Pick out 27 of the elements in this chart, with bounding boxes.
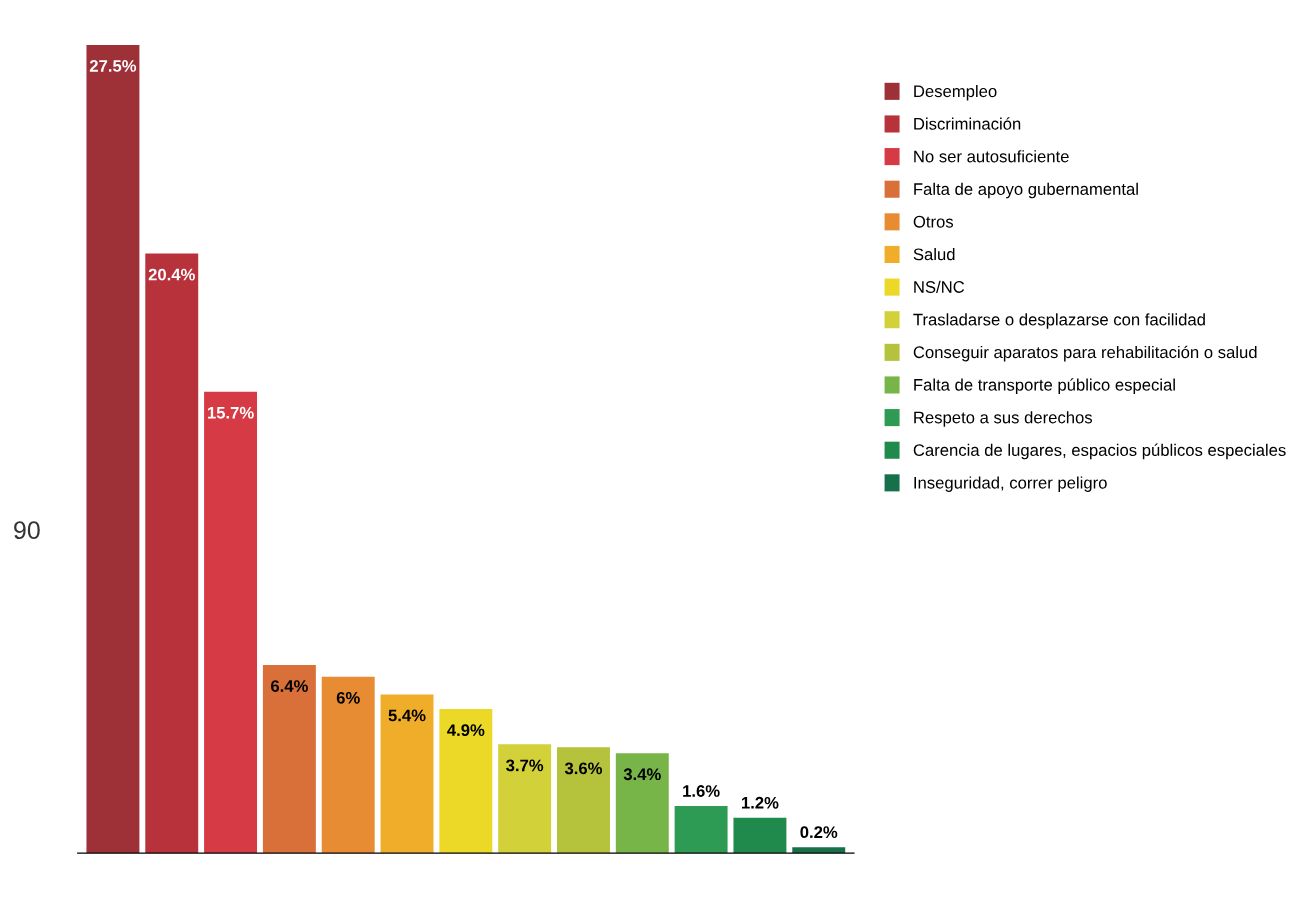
data-label: 15.7% [207, 406, 254, 419]
data-label: 27.5% [89, 60, 137, 72]
legend-label: Carencia de lugares, espacios públicos especiales [913, 443, 1286, 460]
data-label: 3.6% [564, 762, 603, 775]
legend-label: Trasladarse o desplazarse con facilidad [913, 313, 1205, 329]
legend-label: No ser autosuficiente [914, 150, 1069, 163]
legend-label: NS/NC [914, 280, 965, 293]
legend-label: Conseguir aparatos para rehabilitación o salud [913, 345, 1257, 362]
text: 90 [14, 521, 40, 540]
legend-label: Salud [913, 248, 955, 261]
legend-label: Respeto a sus derechos [914, 411, 1093, 427]
legend-label: Otros [913, 215, 954, 228]
data-label: 20.4% [148, 268, 195, 281]
legend-label: Falta de apoyo gubernamental [914, 182, 1138, 199]
data-label: 3.4% [623, 768, 661, 781]
data-label: 6.4% [271, 680, 308, 692]
legend-label: Desempleo [914, 84, 997, 101]
data-label: 1.2% [741, 796, 779, 809]
data-label: 0.2% [800, 826, 838, 839]
data-label: 6% [336, 691, 360, 704]
data-label: 4.9% [447, 724, 485, 737]
data-label: 5.4% [388, 709, 426, 722]
legend-label: Discriminación [914, 117, 1021, 130]
data-label: 3.7% [506, 759, 544, 772]
legend-label: Falta de transporte público especial [914, 378, 1175, 395]
data-label: 1.6% [683, 785, 720, 797]
legend-label: Inseguridad, correr peligro [914, 476, 1107, 492]
